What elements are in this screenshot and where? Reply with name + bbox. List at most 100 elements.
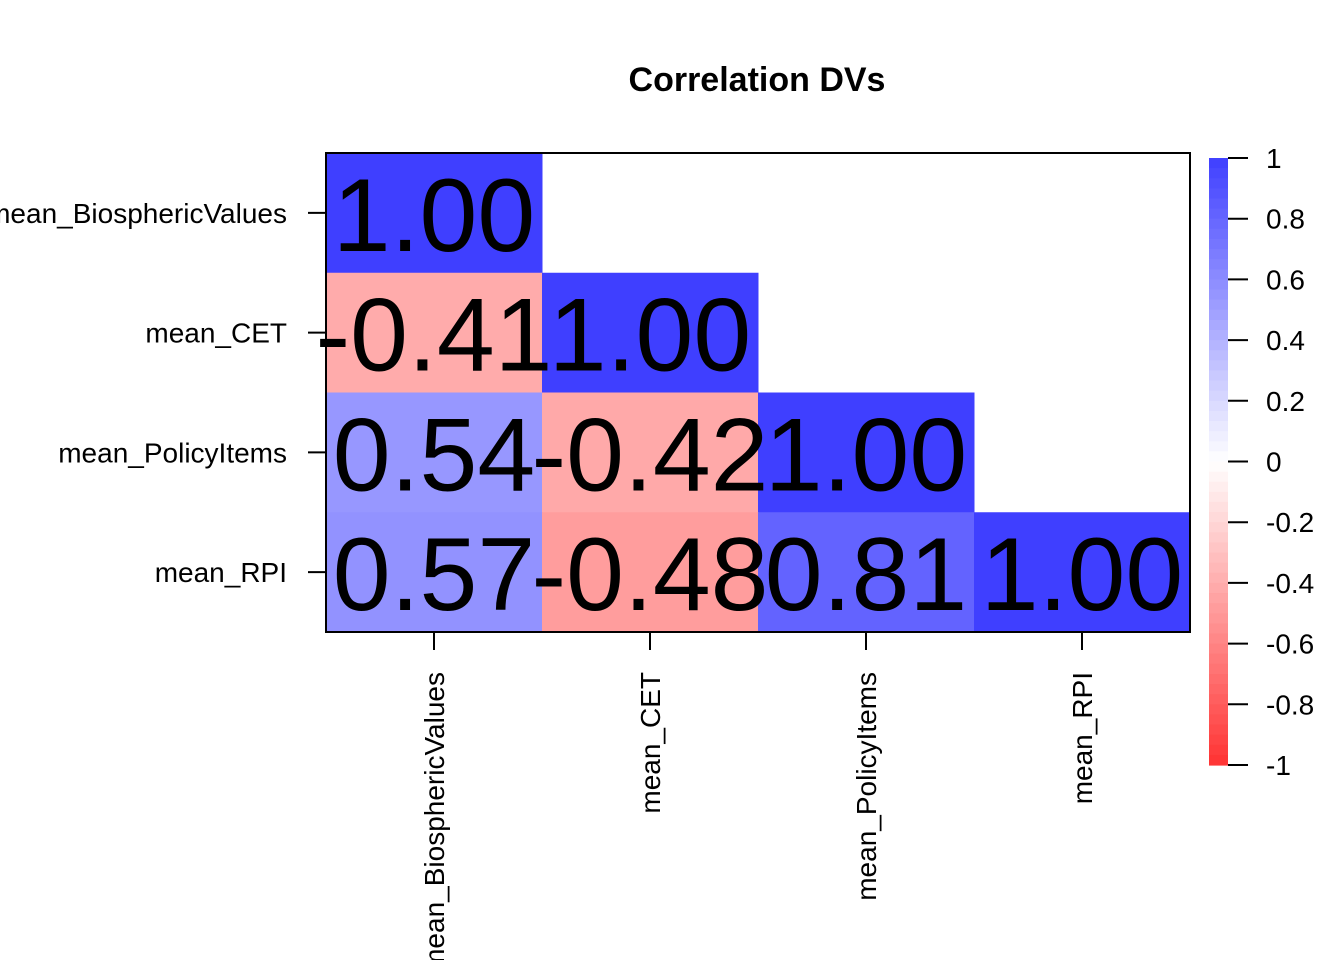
legend-color-step bbox=[1209, 370, 1228, 382]
legend-color-step bbox=[1209, 269, 1228, 280]
row-axis: mean_BiosphericValues mean_CET mean_Policy… bbox=[0, 198, 326, 588]
heatmap-cell bbox=[974, 512, 1191, 633]
cell-value-labels: 1.00-0.411.000.54-0.421.000.57-0.480.81 1… bbox=[315, 158, 1183, 633]
cell-value-label: -0.41 bbox=[315, 278, 552, 394]
legend-color-step bbox=[1209, 694, 1228, 705]
legend-color-step bbox=[1209, 279, 1228, 291]
legend-color-step bbox=[1209, 704, 1228, 716]
column-tick-label: mean_BiosphericValues bbox=[419, 672, 450, 960]
legend-color-step bbox=[1209, 158, 1228, 169]
legend-color-step bbox=[1209, 663, 1228, 675]
heatmap-cell bbox=[542, 512, 759, 633]
legend-color-step bbox=[1209, 552, 1228, 564]
cell-value-label: 1.00 bbox=[765, 397, 967, 513]
legend-color-step bbox=[1209, 228, 1228, 240]
legend-color-step bbox=[1209, 562, 1228, 574]
legend-color-step bbox=[1209, 340, 1228, 351]
legend-color-step bbox=[1209, 734, 1228, 746]
heatmap-cells bbox=[326, 153, 1191, 633]
legend-tick-label: 0.2 bbox=[1266, 386, 1305, 417]
cell-value-label: -0.42 bbox=[531, 397, 768, 513]
legend-color-step bbox=[1209, 754, 1228, 766]
cell-value-label: 1.00 bbox=[981, 517, 1183, 633]
legend-color-step bbox=[1209, 653, 1228, 665]
heatmap-cell bbox=[542, 272, 759, 393]
legend-color-step bbox=[1209, 542, 1228, 554]
legend-color-step bbox=[1209, 400, 1228, 412]
legend-tick-label: -0.4 bbox=[1266, 568, 1314, 599]
cell-value-label: 0.81 bbox=[765, 517, 967, 633]
legend-color-step bbox=[1209, 360, 1228, 372]
legend-color-step bbox=[1209, 421, 1228, 432]
legend-tick-label: -0.8 bbox=[1266, 689, 1314, 720]
legend-color-step bbox=[1209, 410, 1228, 422]
legend-color-step bbox=[1209, 532, 1228, 544]
legend-tick-label: 0 bbox=[1266, 447, 1282, 478]
legend-tick-label: 1 bbox=[1266, 143, 1282, 174]
legend-color-step bbox=[1209, 512, 1228, 523]
legend-color-step bbox=[1209, 724, 1228, 736]
cell-value-label: -0.48 bbox=[531, 517, 768, 633]
legend-tick-label: -1 bbox=[1266, 750, 1291, 781]
legend-color-step bbox=[1209, 481, 1228, 493]
legend-color-step bbox=[1209, 319, 1228, 331]
legend-color-step bbox=[1209, 501, 1228, 513]
heatmap-cell bbox=[326, 392, 543, 513]
legend-color-step bbox=[1209, 309, 1228, 321]
row-tick-label: mean_BiosphericValues bbox=[0, 198, 287, 229]
column-tick-label: mean_PolicyItems bbox=[851, 672, 882, 901]
cell-value-label: 0.57 bbox=[333, 517, 535, 633]
heatmap-cell bbox=[542, 392, 759, 513]
chart-title: Correlation DVs bbox=[629, 61, 886, 99]
column-tick-label: mean_CET bbox=[635, 672, 666, 814]
legend-color-step bbox=[1209, 218, 1228, 230]
cell-value-label: 1.00 bbox=[333, 158, 535, 274]
legend-color-step bbox=[1209, 623, 1228, 635]
legend-color-step bbox=[1209, 390, 1228, 402]
legend-color-step bbox=[1209, 249, 1228, 260]
legend-color-step bbox=[1209, 684, 1228, 695]
row-tick-label: mean_RPI bbox=[155, 557, 287, 588]
column-tick-label: mean_RPI bbox=[1067, 672, 1098, 804]
legend-color-step bbox=[1209, 431, 1228, 442]
legend-color-step bbox=[1209, 289, 1228, 301]
heatmap-cell bbox=[326, 272, 543, 393]
heatmap-cell bbox=[758, 512, 975, 633]
legend-color-step bbox=[1209, 603, 1228, 614]
row-tick-label: mean_CET bbox=[145, 318, 287, 349]
legend-color-step bbox=[1209, 198, 1228, 210]
plot-frame bbox=[325, 152, 1191, 633]
legend-tick-label: -0.2 bbox=[1266, 507, 1314, 538]
legend-color-step bbox=[1209, 299, 1228, 311]
legend-color-step bbox=[1209, 451, 1228, 463]
legend-color-step bbox=[1209, 461, 1228, 473]
heatmap-cell bbox=[326, 512, 543, 633]
legend-color-step bbox=[1209, 168, 1228, 179]
legend-color-step bbox=[1209, 633, 1228, 645]
legend-color-step bbox=[1209, 208, 1228, 220]
legend-color-step bbox=[1209, 582, 1228, 594]
legend-color-step bbox=[1209, 259, 1228, 270]
legend-color-step bbox=[1209, 380, 1228, 392]
legend-tick-label: 0.8 bbox=[1266, 204, 1305, 235]
legend-color-step bbox=[1209, 350, 1228, 361]
legend-color-step bbox=[1209, 613, 1228, 624]
legend-color-step bbox=[1209, 673, 1228, 685]
legend-color-step bbox=[1209, 522, 1228, 533]
legend-color-step bbox=[1209, 238, 1228, 250]
legend-color-step bbox=[1209, 572, 1228, 584]
legend-tick-label: 0.6 bbox=[1266, 264, 1305, 295]
cell-value-label: 1.00 bbox=[549, 278, 751, 394]
heatmap-cell bbox=[326, 153, 543, 274]
column-axis: mean_BiosphericValues mean_CET mean_Policy… bbox=[419, 632, 1098, 960]
legend-tick-label: 0.4 bbox=[1266, 325, 1305, 356]
legend-color-step bbox=[1209, 441, 1228, 452]
cell-value-label: 0.54 bbox=[333, 397, 535, 513]
legend-color-step bbox=[1209, 471, 1228, 483]
legend-color-step bbox=[1209, 714, 1228, 726]
legend-color-step bbox=[1209, 643, 1228, 655]
color-legend: 1 0.8 0.6 0.4 0.2 0 -0.2 -0.4 -0.6 -0.8 -1 bbox=[1209, 143, 1314, 781]
row-tick-label: mean_PolicyItems bbox=[58, 437, 287, 468]
legend-color-step bbox=[1209, 593, 1228, 604]
